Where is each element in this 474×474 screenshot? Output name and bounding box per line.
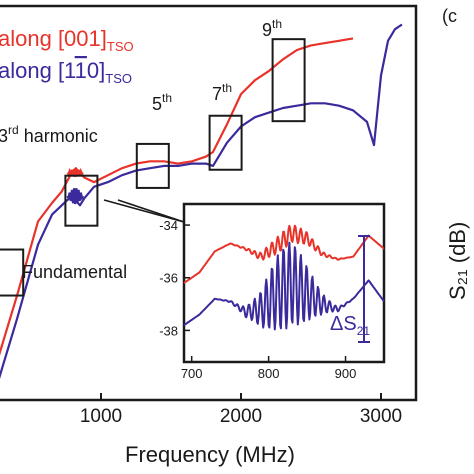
legend-001-sub: TSO [107,39,134,54]
right-panel-partial: (c S₂₁ (dB) [442,6,470,300]
delta-s21-sub: 21 [357,324,371,338]
y-axis-title: S₂₁ (dB) [445,222,470,300]
main-x-tick-label-1: 2000 [220,406,262,427]
harmonic-9th-box [271,38,306,123]
inset-series-line-0 [183,224,385,284]
legend-entry-001: along [001]TSO [0,26,134,54]
delta-s21-marker: ΔS21 [330,235,370,343]
panel-label: (c [442,6,457,26]
legend-1-10-rest: 0] [87,58,105,83]
fundamental-box [0,248,25,297]
annotation-7th: 7th [212,81,232,104]
inset-y-tick-label-1: -36 [159,271,178,286]
legend-1-10-bar: 1 [75,58,87,83]
annotation-fundamental: Fundamental [22,262,127,282]
main-series-oscillation-1 [66,188,85,205]
inset-ticks: 700 800 900 -34 -36 -38 [159,218,356,381]
annotation-9th: 9th [262,17,282,40]
main-series-oscillation-0 [66,167,84,178]
delta-s21-main: ΔS [330,313,357,335]
annotations: Fundamental 3rd harmonic 5th 7th 9th [0,17,282,282]
legend-001-label: along [001] [0,26,107,51]
x-axis-title: Frequency (MHz) [125,442,295,467]
main-plot-frame [0,4,418,402]
inset-connector-right [117,199,185,223]
legend-entry-1-10: along [110]TSO [0,58,132,86]
main-series-group [0,23,403,379]
legend-1-10-sub: TSO [105,71,132,86]
inset-series-group [183,224,385,331]
main-axes-box [0,4,418,402]
inset-x-tick-label-2: 900 [335,366,357,381]
annotation-3rd-harmonic: 3rd harmonic [0,123,98,146]
main-x-tick-label-0: 1000 [80,406,122,427]
legend: along [001]TSO along [110]TSO [0,26,134,86]
harmonic-3rd-box [64,174,99,227]
main-x-tick-label-2: 3000 [360,406,402,427]
inset-y-tick-label-2: -38 [159,323,178,338]
harmonic-boxes [0,38,306,297]
main-series-line-0 [0,37,354,356]
legend-1-10-label: along [1 [0,58,76,83]
inset-y-tick-label-0: -34 [159,218,178,233]
inset-x-tick-label-1: 800 [258,366,280,381]
harmonic-7th-box [208,114,243,171]
inset-x-tick-label-0: 700 [181,366,203,381]
inset-plot: 700 800 900 -34 -36 -38 ΔS21 [159,202,386,381]
delta-s21-label: ΔS21 [330,313,370,338]
inset-series-line-1 [183,241,385,331]
annotation-5th: 5th [152,91,172,114]
harmonic-5th-box [135,142,170,189]
main-x-ticks: 1000 2000 3000 [80,393,402,427]
